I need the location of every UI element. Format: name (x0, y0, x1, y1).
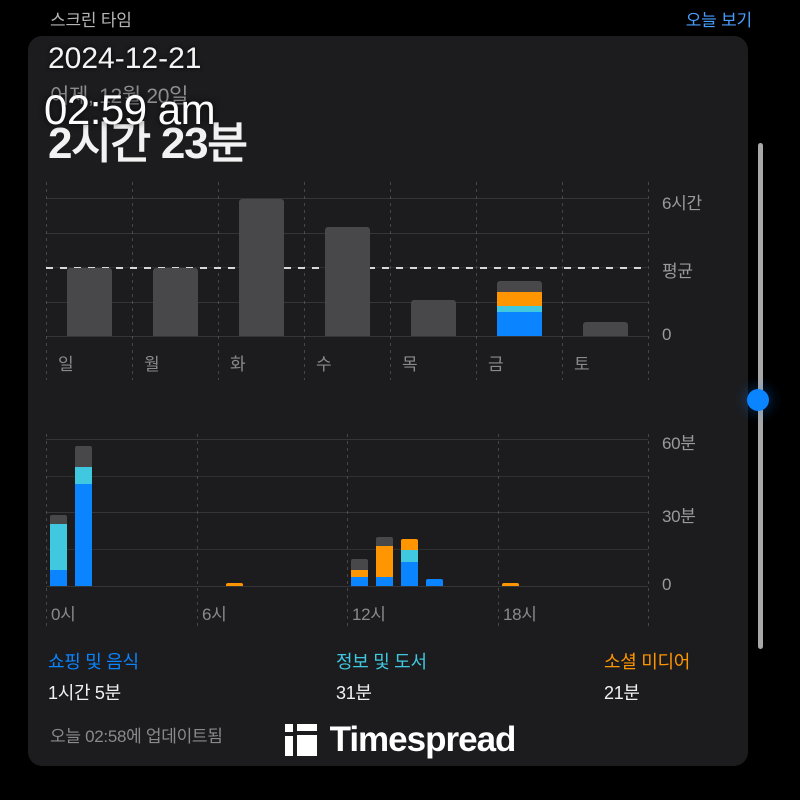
hourly-bar-segment (75, 482, 92, 586)
weekly-bar-segment (497, 290, 542, 307)
weekly-bar-segment (497, 305, 542, 312)
overlay-time: 02:59 am (44, 86, 216, 133)
hourly-bar-chart[interactable]: 0시 6시 12시 18시 60분 30분 0 (28, 424, 748, 634)
hourly-bar[interactable] (401, 539, 418, 586)
category-legend: 쇼핑 및 음식 1시간 5분 정보 및 도서 31분 소셜 미디어 21분 (28, 648, 748, 708)
weekly-bar[interactable] (411, 300, 456, 336)
weekly-gridline (46, 336, 648, 337)
hourly-time-separator (498, 434, 499, 626)
hourly-bar[interactable] (426, 579, 443, 586)
hourly-x-label: 12시 (352, 605, 386, 624)
weekly-bar-segment (325, 227, 370, 336)
weekly-bar-segment (239, 199, 284, 336)
card-subtitle: 어제, 12월 20일 (50, 85, 189, 108)
hourly-bar[interactable] (226, 583, 243, 586)
hourly-time-separator (197, 434, 198, 626)
hourly-bar-segment (401, 548, 418, 563)
weekly-x-label: 금 (488, 355, 504, 374)
hourly-y-label-max: 60분 (662, 434, 696, 453)
weekly-bar-segment (583, 322, 628, 336)
hourly-bar[interactable] (50, 515, 67, 586)
weekly-bar[interactable] (583, 322, 628, 336)
weekly-bar[interactable] (497, 281, 542, 336)
hourly-x-label: 0시 (51, 605, 76, 624)
hourly-time-separator (347, 434, 348, 626)
weekly-day-separator (46, 182, 47, 380)
weekly-day-separator (304, 182, 305, 380)
weekly-y-label-max: 6시간 (662, 194, 702, 213)
weekly-bar-segment (497, 281, 542, 292)
hourly-bar[interactable] (502, 583, 519, 586)
weekly-bar[interactable] (153, 268, 198, 336)
updated-timestamp: 오늘 02:58에 업데이트됨 (50, 727, 223, 746)
legend-item[interactable]: 정보 및 도서 31분 (336, 648, 427, 705)
hourly-bar-segment (75, 446, 92, 467)
hourly-bar-segment (75, 465, 92, 485)
legend-item[interactable]: 쇼핑 및 음식 1시간 5분 (48, 648, 139, 705)
hourly-bar-segment (351, 576, 368, 586)
legend-category-duration: 1시간 5분 (48, 683, 121, 703)
page-title: 스크린 타임 (50, 11, 132, 30)
weekly-x-label: 토 (574, 355, 590, 374)
legend-category-name: 소셜 미디어 (604, 652, 691, 672)
hourly-bar[interactable] (376, 537, 393, 586)
hourly-x-label: 18시 (503, 605, 537, 624)
weekly-day-separator (648, 182, 649, 380)
weekly-bar[interactable] (325, 227, 370, 336)
hourly-bar-segment (50, 522, 67, 570)
hourly-bar-segment (376, 537, 393, 546)
weekly-x-label: 화 (230, 355, 246, 374)
hourly-time-separator (46, 434, 47, 626)
weekly-bar[interactable] (67, 268, 112, 336)
hourly-y-label-mid: 30분 (662, 507, 696, 526)
legend-category-duration: 21분 (604, 683, 640, 703)
weekly-y-label-zero: 0 (662, 325, 672, 344)
hourly-bar-segment (376, 576, 393, 586)
weekly-day-separator (562, 182, 563, 380)
card-total-time: 2시간 23분 (48, 119, 248, 168)
legend-item[interactable]: 소셜 미디어 21분 (604, 648, 690, 705)
weekly-day-separator (132, 182, 133, 380)
view-today-link[interactable]: 오늘 보기 (685, 11, 752, 30)
hourly-bar-segment (401, 539, 418, 550)
hourly-bar-segment (351, 559, 368, 570)
legend-category-name: 정보 및 도서 (336, 652, 427, 672)
weekly-bar[interactable] (239, 199, 284, 336)
weekly-day-separator (476, 182, 477, 380)
weekly-bar-segment (411, 300, 456, 336)
navigation-bar: 스크린 타임 오늘 보기 (0, 0, 800, 36)
hourly-x-label: 6시 (202, 605, 227, 624)
weekly-day-separator (390, 182, 391, 380)
weekly-x-label: 일 (58, 355, 74, 374)
weekly-day-separator (218, 182, 219, 380)
weekly-bar-segment (153, 268, 198, 336)
hourly-bar-segment (351, 568, 368, 578)
hourly-bar-segment (50, 515, 67, 524)
hourly-time-separator (648, 434, 649, 626)
hourly-bar-segment (226, 583, 243, 586)
weekly-bar-segment (497, 311, 542, 336)
hourly-bar-segment (401, 561, 418, 586)
weekly-gridline (46, 198, 648, 199)
hourly-bar-segment (502, 583, 519, 586)
legend-category-name: 쇼핑 및 음식 (48, 652, 139, 672)
hourly-bar-segment (50, 568, 67, 586)
hourly-bar-segment (376, 544, 393, 577)
hourly-y-label-zero: 0 (662, 575, 672, 594)
weekly-bar-segment (67, 268, 112, 336)
weekly-x-label: 월 (144, 355, 160, 374)
vertical-scrollbar-thumb[interactable] (747, 389, 769, 411)
weekly-x-label: 목 (402, 355, 418, 374)
weekly-y-label-average: 평균 (662, 262, 693, 281)
hourly-bar[interactable] (351, 559, 368, 586)
hourly-bar[interactable] (75, 446, 92, 586)
legend-category-duration: 31분 (336, 683, 372, 703)
weekly-x-label: 수 (316, 355, 332, 374)
hourly-bar-segment (426, 579, 443, 586)
overlay-date: 2024-12-21 (48, 42, 202, 75)
